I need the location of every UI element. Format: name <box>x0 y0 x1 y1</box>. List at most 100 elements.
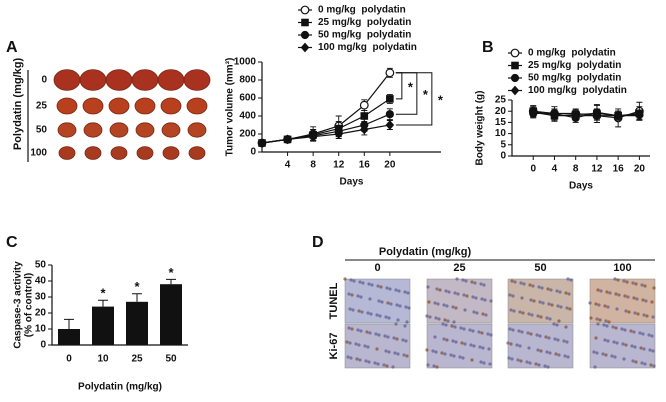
tumor-photo <box>105 69 133 91</box>
cell <box>489 333 493 337</box>
cell <box>557 353 561 357</box>
significance-mark: * <box>100 286 106 301</box>
y-tick-label: 10 <box>35 324 47 335</box>
cell <box>594 336 598 340</box>
y-tick-label: 0 <box>500 151 506 162</box>
cell <box>518 310 522 314</box>
y-tick-label: 25 <box>495 95 507 106</box>
cell <box>545 316 549 320</box>
cell <box>463 308 467 312</box>
cell <box>386 301 390 305</box>
cell <box>529 332 533 336</box>
cell <box>596 288 600 292</box>
cell <box>649 363 653 367</box>
cell <box>528 361 532 365</box>
cell <box>474 296 478 300</box>
cell <box>398 304 402 308</box>
cell <box>544 335 548 339</box>
cell <box>515 343 519 347</box>
x-axis-label: Days <box>569 181 593 192</box>
histology-row: Ki-67 <box>328 333 340 360</box>
cell <box>513 280 517 284</box>
cell <box>613 277 617 281</box>
cell <box>597 303 601 307</box>
cell <box>431 349 435 353</box>
cell <box>633 345 637 349</box>
cell <box>603 338 607 342</box>
cell <box>358 358 362 362</box>
cell <box>601 352 605 356</box>
y-tick-label: 400 <box>239 111 256 122</box>
cell <box>509 342 513 346</box>
tumor-photo <box>136 146 154 160</box>
tumor-photo <box>161 122 181 138</box>
cell <box>346 355 350 359</box>
cell <box>379 285 383 289</box>
cell <box>357 309 361 313</box>
cell <box>437 317 441 321</box>
tumor-photo <box>157 69 185 91</box>
cell <box>546 365 550 369</box>
marker <box>386 95 394 103</box>
cell <box>537 363 541 367</box>
cell <box>592 350 596 354</box>
cell <box>540 286 544 290</box>
cell <box>446 319 450 323</box>
x-axis-label: Days <box>340 177 364 188</box>
histology-column: 100 <box>613 262 631 274</box>
marker <box>613 110 623 121</box>
cell <box>364 359 368 363</box>
cell <box>375 347 379 351</box>
y-axis-label: Tumor volume (mm³) <box>225 58 236 157</box>
tumor-photo <box>57 122 77 138</box>
x-tick-label: 12 <box>591 164 603 175</box>
cell <box>547 336 551 340</box>
cell <box>559 305 563 309</box>
panel-label: C <box>6 234 18 251</box>
y-tick-label: 20 <box>495 106 507 117</box>
y-tick-label: 1000 <box>234 57 257 68</box>
cell <box>639 346 643 350</box>
y-tick-label: 600 <box>239 93 256 104</box>
cell <box>443 318 447 322</box>
cell <box>623 294 627 298</box>
cell <box>595 351 599 355</box>
cell <box>445 304 449 308</box>
cell <box>348 307 352 311</box>
significance-mark: * <box>423 87 429 102</box>
cell <box>563 354 567 358</box>
cell <box>482 283 486 287</box>
cell <box>384 315 388 319</box>
cell <box>482 361 486 365</box>
cell <box>453 291 457 295</box>
x-tick-label: 0 <box>530 164 536 175</box>
cell <box>393 351 397 355</box>
panel-label: D <box>312 234 324 251</box>
tumor-photo <box>53 69 81 91</box>
cell <box>432 364 436 368</box>
cell <box>548 351 552 355</box>
cell <box>624 343 628 347</box>
cell <box>633 311 637 315</box>
cell <box>648 348 652 352</box>
cell <box>480 297 484 301</box>
cell <box>479 282 483 286</box>
cell <box>630 344 634 348</box>
cell <box>610 354 614 358</box>
cell <box>529 298 533 302</box>
photo-row-label: 50 <box>36 125 48 136</box>
cell <box>545 350 549 354</box>
tumor-photo <box>108 97 130 115</box>
cell <box>569 278 573 282</box>
cell <box>442 337 446 341</box>
legend-marker <box>510 85 520 96</box>
histology-column: 50 <box>534 262 546 274</box>
cell <box>555 289 559 293</box>
cell <box>375 313 379 317</box>
bar <box>58 329 80 345</box>
cell <box>652 286 656 290</box>
cell <box>402 353 406 357</box>
cell <box>522 282 526 286</box>
cell <box>481 312 485 316</box>
cell <box>347 326 351 330</box>
